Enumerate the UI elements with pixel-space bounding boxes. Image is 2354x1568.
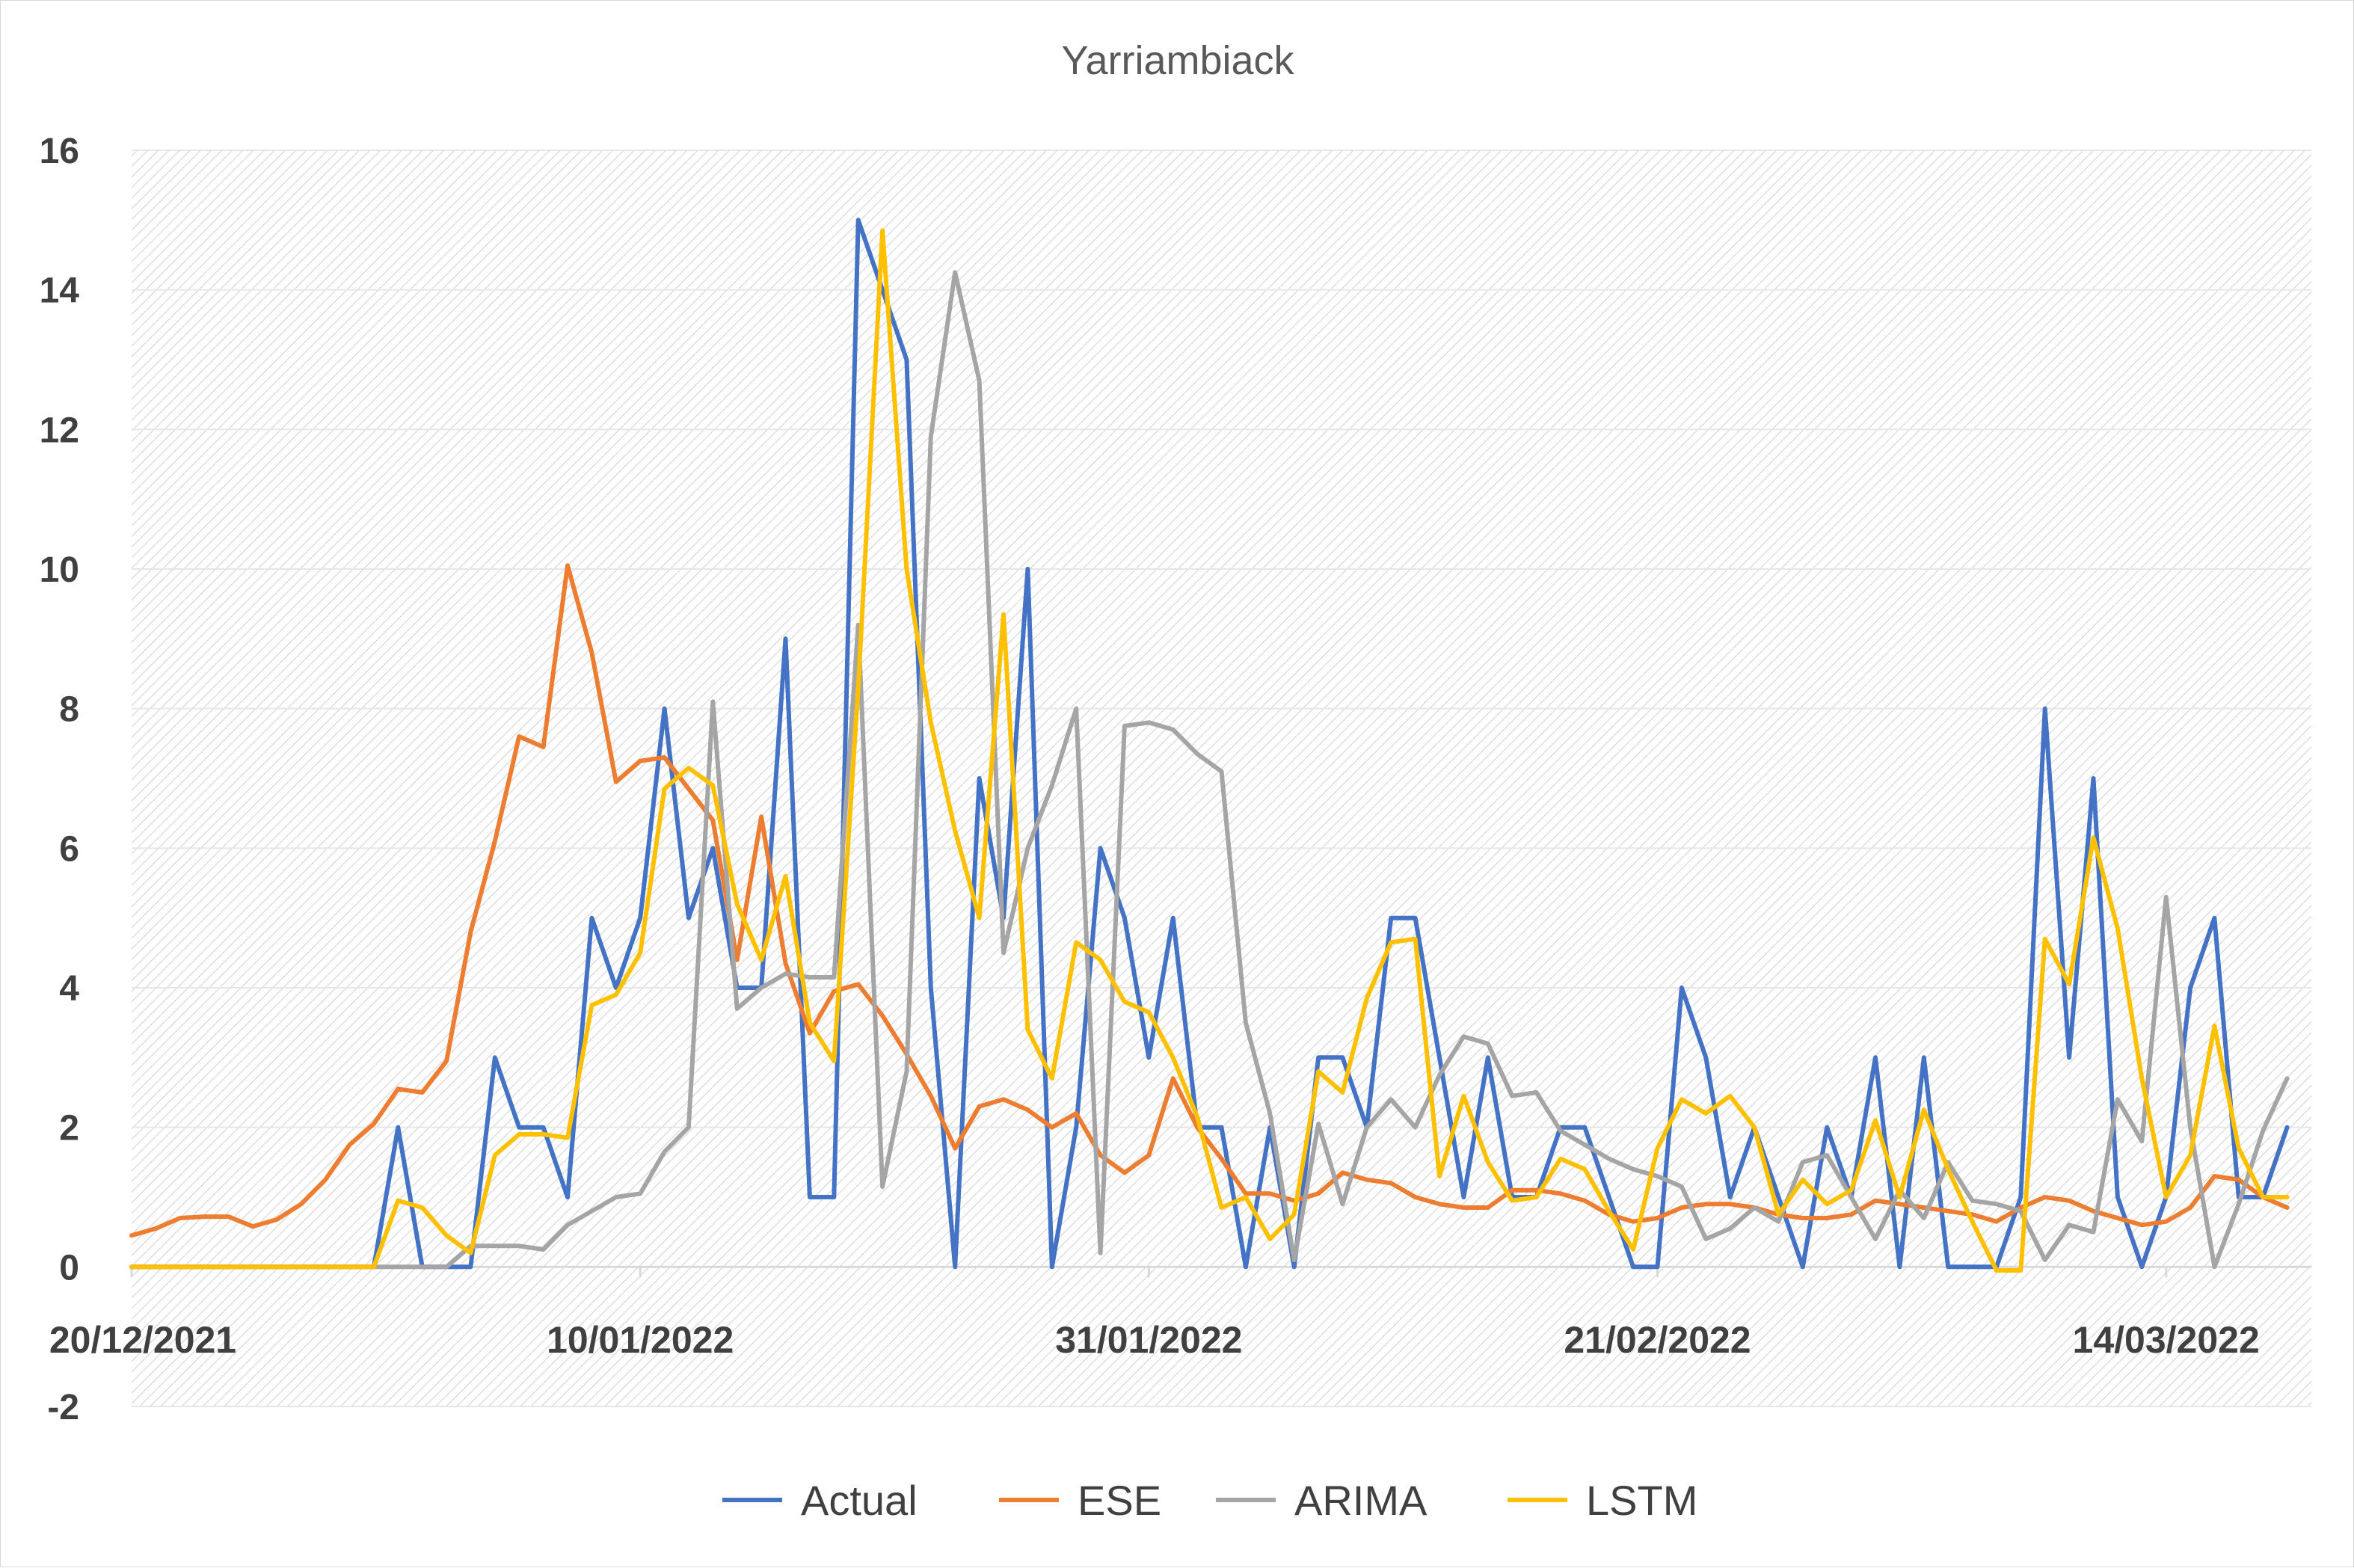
series-lines [129,218,2290,1273]
x-tick-label: 10/01/2022 [547,1319,734,1361]
legend-label-actual: Actual [801,1477,918,1524]
y-tick-label: 4 [59,969,79,1009]
series-line-arima [129,270,2290,1270]
legend-label-arima: ARIMA [1294,1477,1428,1524]
x-tick-label: 14/03/2022 [2073,1319,2260,1361]
x-tick-label: 31/01/2022 [1055,1319,1242,1361]
y-axis: -2 0 2 4 6 8 10 12 14 16 [40,132,80,1427]
x-axis: 20/12/2021 10/01/2022 31/01/2022 21/02/2022… [49,1267,2260,1361]
y-tick-label: -2 [47,1388,79,1427]
y-tick-label: 10 [40,550,79,590]
y-tick-label: 6 [59,829,79,869]
series-line-lstm [129,228,2290,1273]
legend-label-ese: ESE [1078,1477,1161,1524]
y-tick-label: 0 [59,1248,79,1288]
legend-label-lstm: LSTM [1586,1477,1697,1524]
y-tick-label: 8 [59,690,79,730]
y-tick-label: 2 [59,1109,79,1149]
y-tick-label: 14 [40,271,80,311]
x-tick-label: 20/12/2021 [49,1319,236,1361]
legend: Actual ESE ARIMA LSTM [722,1477,1697,1524]
x-tick-label: 21/02/2022 [1564,1319,1751,1361]
y-tick-label: 12 [40,411,79,450]
series-line-actual [129,218,2290,1270]
chart-title: Yarriambiack [1061,38,1294,83]
y-tick-label: 16 [40,132,79,171]
